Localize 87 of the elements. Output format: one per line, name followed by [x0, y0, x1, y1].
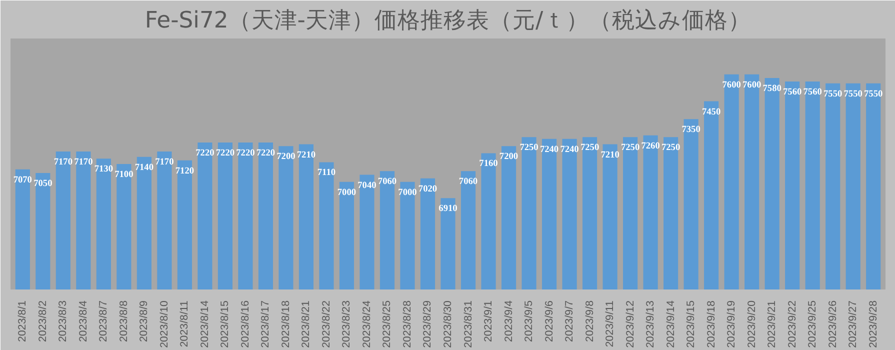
x-tick-label: 2023/9/28 — [867, 300, 880, 348]
x-tick-label: 2023/9/8 — [584, 300, 596, 342]
x-tick-label: 2023/9/20 — [746, 300, 758, 348]
x-tick-label: 2023/9/4 — [502, 300, 515, 342]
data-label: 7550 — [864, 89, 884, 100]
x-tick-label: 2023/9/18 — [705, 300, 718, 348]
x-tick-label: 2023/8/31 — [462, 300, 474, 348]
data-label: 7160 — [479, 159, 498, 170]
data-label: 7100 — [114, 170, 134, 180]
x-tick-label: 2023/8/9 — [138, 300, 150, 342]
data-label: 7250 — [580, 143, 600, 154]
data-label: 7240 — [560, 144, 580, 155]
x-tick-label: 2023/9/21 — [766, 300, 778, 348]
x-tick-label: 2023/8/14 — [198, 300, 211, 348]
x-tick-label: 2023/9/27 — [847, 300, 860, 348]
data-label: 7200 — [276, 152, 296, 162]
data-label: 7560 — [803, 88, 822, 98]
data-label: 7140 — [134, 162, 154, 173]
data-label: 7550 — [844, 89, 863, 100]
x-tick-label: 2023/9/25 — [806, 300, 819, 348]
x-tick-label: 2023/8/29 — [422, 300, 434, 348]
data-label: 7350 — [682, 125, 701, 136]
x-tick-label: 2023/9/1 — [482, 300, 495, 342]
x-tick-label: 2023/9/7 — [564, 300, 576, 342]
x-tick-label: 2023/8/30 — [442, 300, 454, 348]
data-label: 7250 — [620, 143, 640, 154]
x-tick-label: 2023/8/7 — [98, 300, 110, 342]
data-label: 7170 — [155, 157, 174, 168]
data-label: 7450 — [702, 107, 721, 118]
data-label: 7000 — [398, 188, 418, 198]
x-tick-label: 2023/9/19 — [726, 300, 738, 348]
data-label: 7600 — [742, 80, 762, 90]
x-tick-label: 2023/8/11 — [178, 300, 191, 348]
data-label: 7170 — [54, 157, 73, 168]
x-tick-label: 2023/8/8 — [118, 300, 130, 342]
x-tick-label: 2023/9/6 — [543, 300, 556, 342]
x-tick-label: 2023/9/22 — [786, 300, 798, 348]
data-label: 7110 — [317, 168, 336, 178]
data-label: 7250 — [520, 143, 539, 154]
x-tick-label: 2023/9/11 — [604, 300, 616, 348]
data-label: 7260 — [641, 141, 660, 152]
data-label: 7220 — [216, 148, 235, 158]
x-tick-label: 2023/8/18 — [280, 300, 292, 348]
x-tick-label: 2023/8/23 — [340, 300, 353, 348]
x-tick-label: 2023/9/12 — [624, 300, 636, 348]
data-label: 7200 — [499, 152, 518, 162]
data-label: 7220 — [256, 148, 276, 158]
x-tick-label: 2023/8/22 — [320, 300, 332, 348]
data-label: 7210 — [600, 150, 620, 160]
data-label: 7070 — [13, 175, 32, 186]
x-tick-label: 2023/8/15 — [219, 300, 232, 348]
x-tick-label: 2023/9/15 — [685, 300, 698, 348]
data-label: 7220 — [196, 148, 215, 158]
data-label: 7060 — [378, 177, 397, 188]
data-label: 6910 — [438, 204, 458, 214]
data-label: 7560 — [783, 88, 802, 98]
data-label: 7550 — [824, 89, 842, 100]
data-label: 7240 — [540, 144, 559, 155]
data-label: 7050 — [34, 178, 53, 189]
data-label: 7040 — [358, 180, 377, 191]
data-label: 7580 — [762, 84, 782, 94]
data-label: 7250 — [661, 143, 680, 154]
data-label: 7000 — [337, 188, 356, 198]
x-tick-label: 2023/9/14 — [664, 300, 677, 348]
x-tick-label: 2023/9/13 — [644, 300, 657, 348]
x-tick-label: 2023/8/25 — [381, 300, 394, 348]
x-tick-label: 2023/8/10 — [158, 300, 170, 348]
data-label: 7060 — [458, 177, 478, 188]
data-label: 7600 — [722, 80, 742, 90]
x-tick-label: 2023/8/21 — [300, 300, 312, 348]
x-tick-label: 2023/8/2 — [36, 300, 49, 342]
x-tick-label: 2023/8/4 — [77, 300, 90, 342]
x-tick-label: 2023/9/26 — [826, 300, 839, 348]
chart-title: Fe-Si72（天津-天津）価格推移表（元/ｔ）（税込み価格） — [144, 8, 752, 34]
data-label: 7130 — [94, 164, 114, 175]
x-tick-label: 2023/8/3 — [57, 300, 70, 342]
data-label: 7220 — [236, 148, 256, 158]
x-tick-label: 2023/8/24 — [360, 300, 373, 348]
data-label: 7170 — [74, 157, 94, 168]
data-label: 7210 — [296, 150, 316, 160]
data-label: 7020 — [418, 184, 438, 194]
x-tick-label: 2023/8/28 — [401, 300, 414, 348]
x-tick-label: 2023/8/17 — [260, 300, 272, 348]
x-tick-label: 2023/8/1 — [16, 300, 29, 342]
x-tick-label: 2023/9/5 — [523, 300, 536, 342]
data-label: 7120 — [175, 166, 194, 176]
x-tick-label: 2023/8/16 — [239, 300, 252, 348]
